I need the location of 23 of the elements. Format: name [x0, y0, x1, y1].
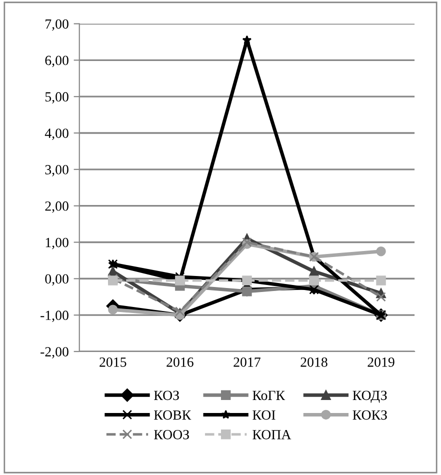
y-tick-label: 4,00 — [44, 128, 68, 140]
x-tick-label: 2019 — [368, 357, 394, 367]
y-tick-label: -2,00 — [40, 347, 68, 358]
y-tick-label: 2,00 — [45, 201, 68, 213]
y-tick-label: 1,00 — [46, 238, 68, 250]
legend-label: КоГК — [252, 390, 286, 400]
legend-label: КОКЗ — [352, 410, 387, 420]
legend-label: КОДЗ — [352, 390, 387, 403]
legend-label: КОІ — [252, 410, 276, 420]
y-tick-label: -1,00 — [40, 310, 68, 322]
x-tick-label: 2016 — [166, 357, 194, 367]
legend-label: КООЗ — [154, 430, 189, 440]
y-tick-label: 7,00 — [46, 19, 68, 31]
x-tick-label: 2018 — [300, 357, 328, 367]
legend-label: КОПА — [252, 430, 292, 440]
x-tick-label: 2015 — [100, 357, 126, 367]
legend-label: КОВК — [154, 410, 192, 420]
y-tick-label: 6,00 — [45, 56, 68, 68]
y-tick-label: 3,00 — [45, 165, 68, 176]
legend-label: КОЗ — [154, 390, 179, 400]
y-tick-label: 0,00 — [45, 274, 68, 286]
x-tick-label: 2017 — [234, 357, 260, 367]
y-tick-label: 5,00 — [45, 92, 68, 104]
